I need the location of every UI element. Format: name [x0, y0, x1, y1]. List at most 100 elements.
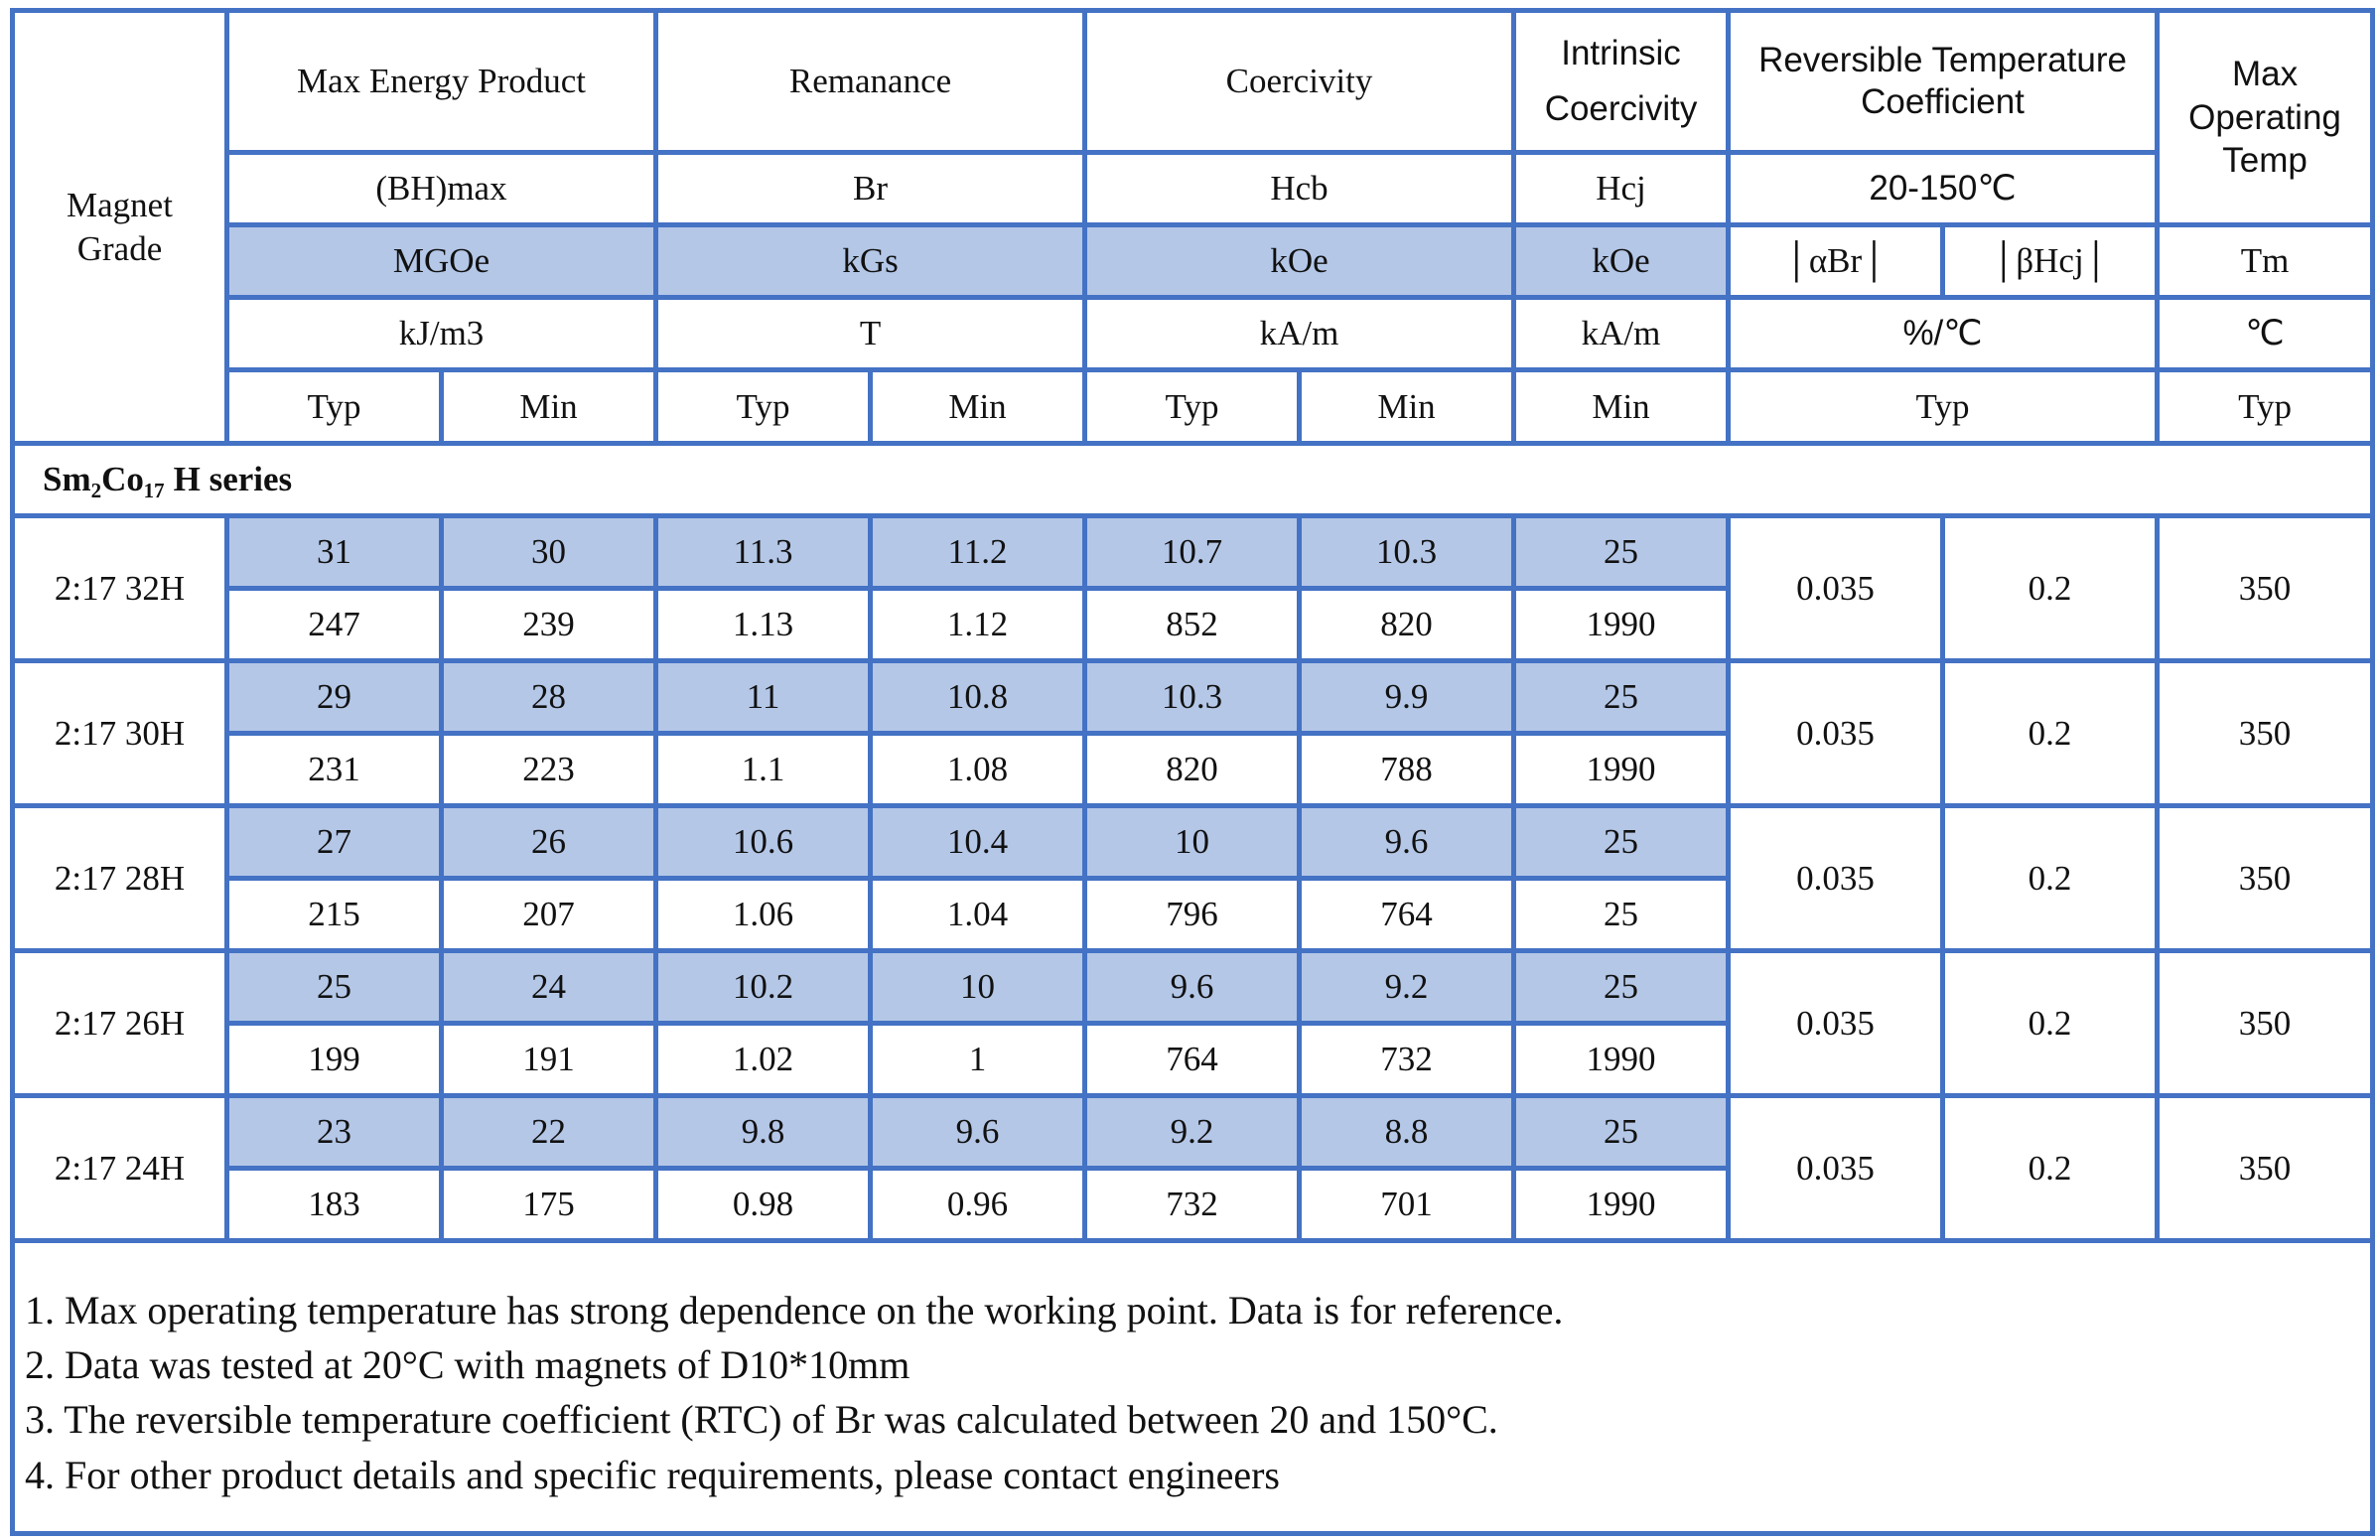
magnet-spec-table: Magnet Grade Max Energy Product Remananc…	[9, 8, 2376, 1536]
value-cell: 11	[653, 658, 874, 736]
value-cell: 9.6	[1082, 948, 1303, 1026]
table-row: 199 191 1.02 1 764 732 1990	[13, 1021, 2373, 1098]
table-row: 183 175 0.98 0.96 732 701 1990	[13, 1166, 2373, 1243]
typ-label: Typ	[1726, 367, 2161, 446]
coercivity-header: Coercivity	[1082, 8, 1517, 155]
remanance-header: Remanance	[653, 8, 1088, 155]
value-cell: 1990	[1511, 586, 1732, 663]
value-cell: 788	[1297, 731, 1517, 808]
typ-label: Typ	[1082, 367, 1303, 446]
value-cell: 223	[438, 731, 659, 808]
value-cell: 1.06	[653, 876, 874, 953]
bhcj-cell: 0.2	[1940, 1093, 2161, 1243]
tm-cell: 350	[2155, 803, 2376, 953]
grade-cell: 2:17 26H	[10, 948, 229, 1098]
abr-cell: 0.035	[1726, 948, 1946, 1098]
tm-cell: 350	[2155, 658, 2376, 808]
value-cell: 183	[224, 1166, 444, 1243]
table-row: 215 207 1.06 1.04 796 764 25	[13, 876, 2373, 953]
table-notes: 1. Max operating temperature has strong …	[9, 1238, 2376, 1536]
abr-cell: 0.035	[1726, 513, 1946, 663]
bhcj-cell: 0.2	[1940, 513, 2161, 663]
unit-celsius: ℃	[2155, 295, 2376, 372]
table-header: Magnet Grade Max Energy Product Remananc…	[9, 8, 2376, 518]
value-cell: 23	[224, 1093, 444, 1171]
max-energy-product-header: Max Energy Product	[223, 8, 659, 155]
value-cell: 796	[1082, 876, 1303, 953]
value-cell: 25	[224, 948, 444, 1026]
min-label: Min	[1511, 367, 1732, 446]
unit-tm: Tm	[2155, 222, 2376, 300]
typ-label: Typ	[224, 367, 444, 446]
value-cell: 26	[438, 803, 659, 881]
tm-cell: 350	[2155, 948, 2376, 1098]
table-row: 2:17 32H 31 30 11.3 11.2 10.7 10.3 25 0.035 0.2 35…	[10, 513, 2376, 663]
value-cell: 8.8	[1297, 1093, 1517, 1171]
min-label: Min	[1297, 367, 1517, 446]
value-cell: 1.13	[653, 586, 874, 663]
value-cell: 11.3	[653, 513, 874, 591]
magnet-grade-header: Magnet Grade	[10, 8, 229, 446]
tm-cell: 350	[2155, 513, 2376, 663]
value-cell: 10.4	[868, 803, 1088, 881]
value-cell: 30	[438, 513, 659, 591]
hcj-symbol: Hcj	[1511, 150, 1732, 227]
min-label: Min	[438, 367, 659, 446]
note-item: 4. For other product details and specifi…	[25, 1452, 1280, 1497]
typ-label: Typ	[653, 367, 874, 446]
abr-cell: 0.035	[1726, 1093, 1946, 1243]
value-cell: 10	[868, 948, 1088, 1026]
grade-cell: 2:17 30H	[10, 658, 229, 808]
table-row: 2:17 26H 25 24 10.2 10 9.6 9.2 25 0.035 0.2 350	[10, 948, 2376, 1098]
unit-mgoe: MGOe	[223, 222, 659, 300]
value-cell: 701	[1297, 1166, 1517, 1243]
value-cell: 1.08	[868, 731, 1088, 808]
unit-kgs: kGs	[653, 222, 1088, 300]
table-row: 247 239 1.13 1.12 852 820 1990	[13, 586, 2373, 663]
bhcj-cell: 0.2	[1940, 658, 2161, 808]
value-cell: 764	[1297, 876, 1517, 953]
value-cell: 1990	[1511, 731, 1732, 808]
value-cell: 1990	[1511, 1166, 1732, 1243]
value-cell: 29	[224, 658, 444, 736]
intrinsic-coercivity-header: Intrinsic Coercivity	[1511, 8, 1732, 155]
series-title: Sm₂Co₁₇ H series	[9, 441, 2376, 518]
bhmax-symbol: (BH)max	[223, 150, 659, 227]
unit-tesla: T	[653, 295, 1088, 372]
value-cell: 9.6	[868, 1093, 1088, 1171]
value-cell: 10	[1082, 803, 1303, 881]
abr-cell: 0.035	[1726, 803, 1946, 953]
value-cell: 239	[438, 586, 659, 663]
grade-cell: 2:17 32H	[10, 513, 229, 663]
value-cell: 25	[1511, 948, 1732, 1026]
value-cell: 764	[1082, 1021, 1303, 1098]
value-cell: 1.1	[653, 731, 874, 808]
unit-alpha-br: │αBr│	[1726, 222, 1946, 300]
value-cell: 25	[1511, 876, 1732, 953]
value-cell: 1.04	[868, 876, 1088, 953]
value-cell: 852	[1082, 586, 1303, 663]
value-cell: 732	[1297, 1021, 1517, 1098]
value-cell: 9.8	[653, 1093, 874, 1171]
value-cell: 0.96	[868, 1166, 1088, 1243]
note-item: 2. Data was tested at 20°C with magnets …	[25, 1342, 910, 1388]
max-operating-temp-header: Max Operating Temp	[2155, 8, 2376, 227]
value-cell: 10.2	[653, 948, 874, 1026]
table-row: 231 223 1.1 1.08 820 788 1990	[13, 731, 2373, 808]
value-cell: 247	[224, 586, 444, 663]
rtc-range: 20-150℃	[1726, 150, 2161, 227]
note-item: 1. Max operating temperature has strong …	[25, 1288, 1564, 1332]
value-cell: 820	[1297, 586, 1517, 663]
tm-cell: 350	[2155, 1093, 2376, 1243]
value-cell: 10.8	[868, 658, 1088, 736]
unit-percent-per-c: %/℃	[1726, 295, 2161, 372]
table-row: 2:17 24H 23 22 9.8 9.6 9.2 8.8 25 0.035 0.2 350	[10, 1093, 2376, 1243]
table-body: 2:17 32H 31 30 11.3 11.2 10.7 10.3 25 0.035 0.2 35…	[10, 513, 2376, 1243]
value-cell: 31	[224, 513, 444, 591]
value-cell: 25	[1511, 803, 1732, 881]
unit-koe-hcb: kOe	[1082, 222, 1517, 300]
value-cell: 28	[438, 658, 659, 736]
unit-koe-hcj: kOe	[1511, 222, 1732, 300]
value-cell: 10.3	[1297, 513, 1517, 591]
value-cell: 10.7	[1082, 513, 1303, 591]
